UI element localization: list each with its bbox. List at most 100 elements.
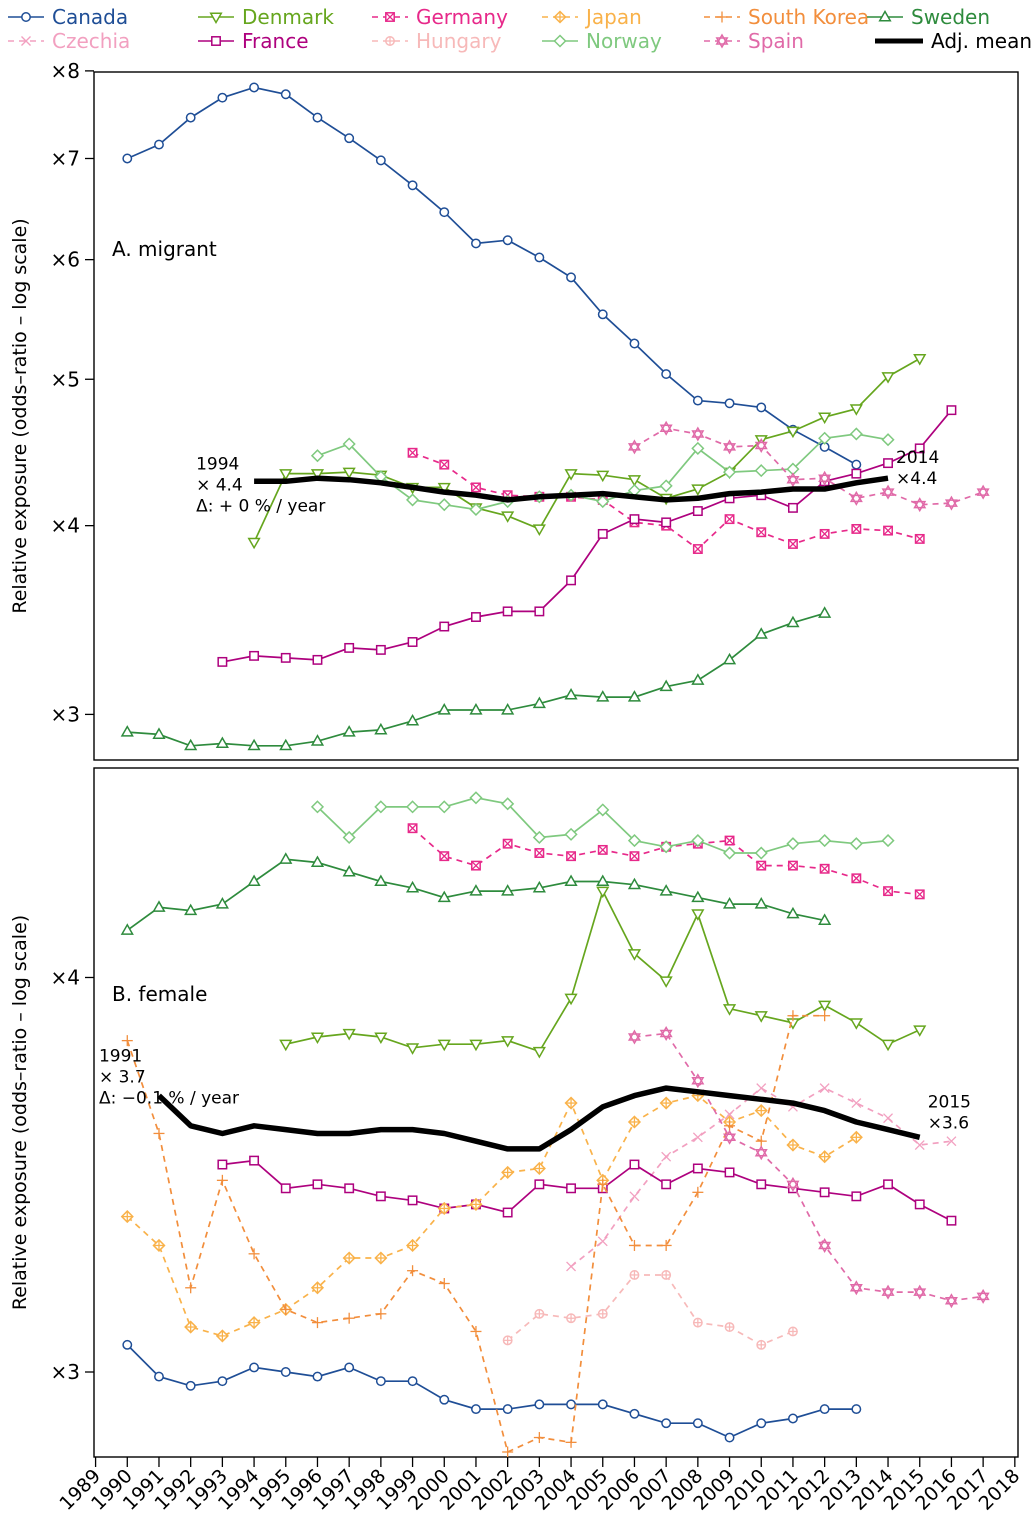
series-line-canada — [126, 86, 857, 466]
data-point — [724, 1120, 736, 1132]
legend-label: Sweden — [911, 5, 990, 29]
data-point — [851, 468, 862, 479]
data-point — [405, 880, 420, 893]
data-point — [407, 180, 418, 191]
data-point — [310, 469, 325, 481]
data-point — [439, 459, 450, 470]
data-point — [344, 642, 355, 653]
data-point — [312, 112, 323, 123]
data-point — [215, 736, 229, 749]
series-south-korea — [121, 1010, 831, 1458]
annotation-line: Δ: −0.1 % / year — [99, 1089, 239, 1109]
data-point — [375, 644, 386, 655]
data-point — [469, 703, 483, 715]
data-point — [914, 1199, 925, 1210]
data-point — [249, 82, 260, 93]
data-point — [913, 354, 927, 366]
data-point — [756, 402, 767, 413]
legend-label: Norway — [586, 29, 662, 53]
data-point — [851, 468, 862, 479]
data-point — [754, 1011, 768, 1023]
data-point — [310, 800, 325, 814]
data-point — [754, 627, 768, 639]
data-point — [881, 834, 895, 848]
legend-item-adj-mean: Adj. mean — [875, 29, 1032, 53]
data-point — [247, 537, 261, 550]
data-point — [564, 827, 578, 841]
data-point — [405, 1043, 420, 1055]
data-point — [217, 1376, 228, 1387]
data-point — [659, 479, 673, 493]
data-point — [534, 1399, 545, 1410]
data-point — [849, 1018, 863, 1030]
series-line-japan — [126, 1094, 857, 1337]
data-point — [722, 897, 737, 909]
data-point — [471, 482, 481, 493]
data-point — [501, 1036, 515, 1048]
data-point — [849, 837, 863, 851]
data-point — [437, 1201, 451, 1216]
data-point — [184, 1320, 198, 1334]
data-point — [439, 1394, 450, 1405]
legend-label: Denmark — [242, 5, 334, 29]
data-point — [851, 1404, 862, 1415]
data-point — [534, 252, 545, 263]
data-point — [122, 153, 133, 164]
data-point — [627, 690, 642, 702]
data-point — [818, 834, 832, 848]
annotation-line: ×4.4 — [896, 469, 937, 489]
data-point — [215, 1329, 229, 1343]
data-point — [627, 834, 642, 848]
data-point — [596, 470, 610, 483]
data-point — [851, 873, 862, 884]
data-point — [881, 484, 895, 500]
data-point — [691, 441, 705, 455]
data-point — [280, 1303, 292, 1315]
data-point — [407, 1195, 418, 1206]
data-point — [819, 1187, 830, 1198]
data-point — [881, 1039, 895, 1052]
data-point — [596, 803, 610, 817]
data-point — [310, 449, 325, 463]
data-point — [217, 1159, 228, 1170]
series-france — [217, 1155, 957, 1226]
data-point — [786, 906, 800, 919]
data-point — [406, 800, 420, 814]
data-point — [692, 1186, 704, 1198]
data-point — [881, 834, 895, 848]
data-point — [849, 837, 863, 851]
data-point — [501, 797, 515, 811]
series-sweden — [120, 606, 832, 751]
data-point — [533, 1432, 545, 1444]
data-point — [659, 420, 673, 436]
data-point — [185, 1282, 197, 1294]
data-point — [691, 909, 705, 921]
data-point — [247, 738, 261, 751]
data-point — [532, 830, 546, 845]
data-point — [946, 405, 957, 416]
data-point — [787, 502, 798, 513]
data-point — [691, 441, 705, 455]
data-point — [469, 502, 483, 517]
data-point — [249, 1362, 260, 1373]
data-point — [374, 800, 388, 814]
data-point — [596, 494, 610, 509]
annotation-line: Δ: + 0 % / year — [196, 496, 325, 516]
data-point — [914, 533, 925, 544]
data-point — [216, 1174, 228, 1186]
y-tick-label: ×3 — [51, 1360, 80, 1384]
data-point — [881, 372, 895, 384]
data-point — [976, 1292, 990, 1304]
data-point — [249, 650, 260, 661]
series-line-hungary — [507, 1274, 794, 1346]
data-point — [184, 738, 198, 751]
data-point — [247, 537, 261, 550]
data-point — [532, 1161, 546, 1176]
data-point — [627, 1033, 641, 1045]
data-point — [312, 1179, 323, 1190]
panel-a-migrant: ×3 ×4 ×5 ×6 ×7 ×8 Relative exposure (odds–rati… — [9, 59, 1019, 761]
data-point — [659, 884, 673, 896]
data-point — [343, 1312, 355, 1324]
data-point — [629, 1408, 640, 1419]
data-point — [629, 1159, 640, 1170]
